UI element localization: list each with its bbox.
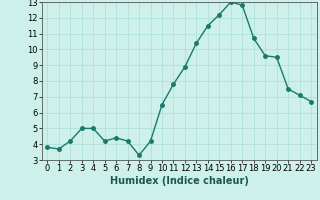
X-axis label: Humidex (Indice chaleur): Humidex (Indice chaleur): [110, 176, 249, 186]
